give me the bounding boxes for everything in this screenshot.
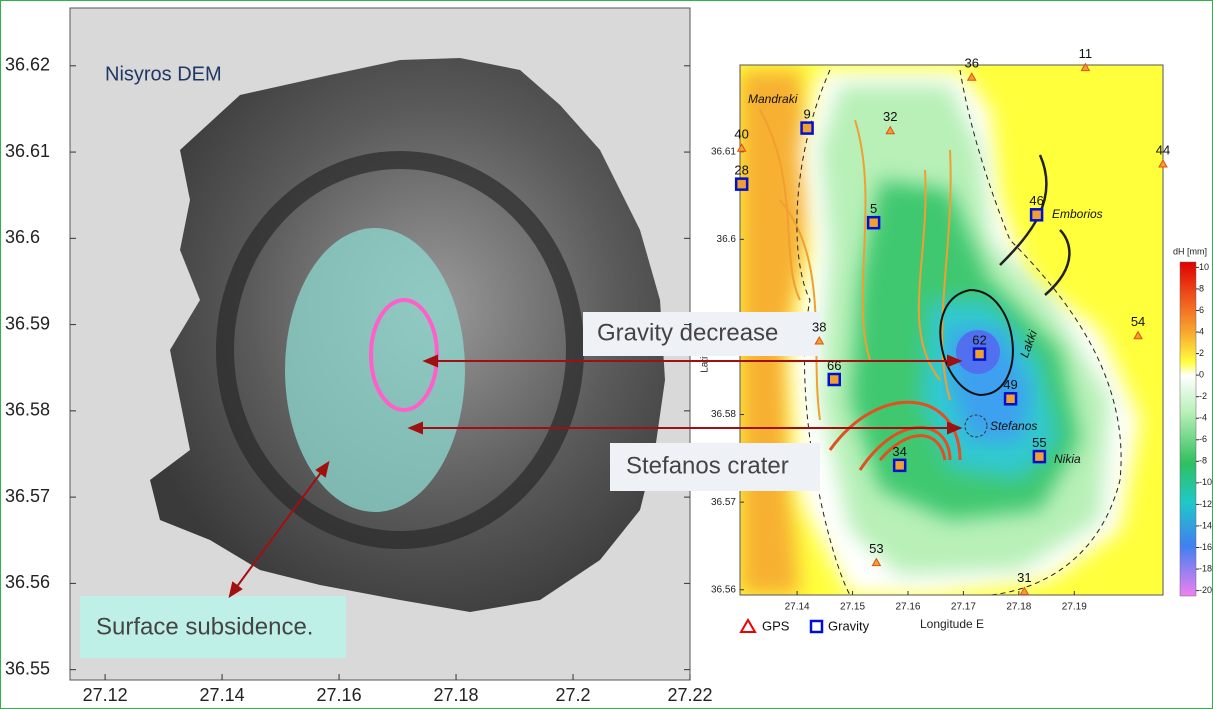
x-tick-label: 27.14 xyxy=(785,602,810,613)
station-label: 9 xyxy=(803,107,810,122)
gravity-station xyxy=(868,217,879,228)
colorbar-tick-label: 8 xyxy=(1199,283,1204,293)
station-label: 53 xyxy=(869,541,883,556)
y-tick-label: 36.57 xyxy=(5,486,50,506)
x-tick-label: 27.16 xyxy=(895,602,920,613)
station-label: 5 xyxy=(870,201,877,216)
annotation: Surface subsidence. xyxy=(96,613,313,640)
y-tick-label: 36.56 xyxy=(5,572,50,592)
x-tick-label: 27.19 xyxy=(1062,602,1087,613)
x-tick-label: 27.18 xyxy=(1006,602,1031,613)
station-label: 34 xyxy=(892,444,906,459)
annotation: Gravity decrease xyxy=(597,319,778,346)
gravity-station xyxy=(829,374,840,385)
colorbar-tick-label: 4 xyxy=(1199,326,1204,336)
station-label: 49 xyxy=(1003,377,1017,392)
gravity-station xyxy=(894,460,905,471)
station-label: 66 xyxy=(827,358,841,373)
station-label: 54 xyxy=(1131,314,1145,329)
colorbar-tick-label: -14 xyxy=(1199,520,1212,530)
colorbar-tick-label: -20 xyxy=(1199,585,1212,595)
colorbar-tick-label: 10 xyxy=(1199,262,1209,272)
x-tick-label: 27.18 xyxy=(434,685,479,705)
legend-label: GPS xyxy=(762,618,790,633)
colorbar-tick-label: -16 xyxy=(1199,542,1212,552)
x-tick-label: 27.2 xyxy=(555,685,590,705)
colorbar-tick-label: -2 xyxy=(1199,391,1207,401)
legend-gravity-symbol xyxy=(811,621,822,632)
colorbar-tick-label: -10 xyxy=(1199,477,1212,487)
gravity-station xyxy=(1034,451,1045,462)
y-tick-label: 36.55 xyxy=(5,658,50,678)
x-tick-label: 27.16 xyxy=(317,685,362,705)
gravity-station xyxy=(802,123,813,134)
place-label: Emborios xyxy=(1052,207,1103,221)
colorbar-tick-label: 6 xyxy=(1199,305,1204,315)
dem-title: Nisyros DEM xyxy=(105,63,222,85)
x-tick-label: 27.12 xyxy=(83,685,128,705)
gravity-station xyxy=(736,179,747,190)
colorbar-tick-label: 0 xyxy=(1199,370,1204,380)
colorbar-tick-label: 2 xyxy=(1199,348,1204,358)
figure: Nisyros DEM Mandraki Emborios Lakki Stef… xyxy=(0,0,1213,709)
place-label: Mandraki xyxy=(748,92,798,106)
colorbar-tick-label: -6 xyxy=(1199,434,1207,444)
x-tick-label: 27.14 xyxy=(200,685,245,705)
y-tick-label: 36.59 xyxy=(5,313,50,333)
place-label: Stefanos xyxy=(990,419,1037,433)
station-label: 11 xyxy=(1079,46,1093,61)
y-tick-label: 36.57 xyxy=(711,497,736,508)
colorbar-tick-label: -18 xyxy=(1199,563,1212,573)
y-tick-label: 36.6 xyxy=(717,234,737,245)
colorbar-tick-label: -8 xyxy=(1199,456,1207,466)
y-tick-label: 36.6 xyxy=(5,227,40,247)
gravity-station xyxy=(1031,209,1042,220)
x-tick-label: 27.15 xyxy=(840,602,865,613)
gravity-station xyxy=(1005,393,1016,404)
y-tick-label: 36.61 xyxy=(711,146,736,157)
y-tick-label: 36.58 xyxy=(5,400,50,420)
station-label: 44 xyxy=(1156,142,1170,157)
colorbar-tick-label: -12 xyxy=(1199,499,1212,509)
colorbar-tick-label: -4 xyxy=(1199,413,1207,423)
station-label: 62 xyxy=(972,333,986,348)
y-tick-label: 36.58 xyxy=(711,409,736,420)
station-label: 40 xyxy=(734,127,748,142)
legend-label: Gravity xyxy=(828,618,870,633)
y-tick-label: 36.62 xyxy=(5,55,50,75)
gravity-station xyxy=(974,349,985,360)
x-tick-label: 27.17 xyxy=(951,602,976,613)
legend-gps-symbol xyxy=(741,620,755,632)
place-label: Nikia xyxy=(1054,452,1081,466)
colorbar xyxy=(1180,262,1196,596)
station-label: 28 xyxy=(734,163,748,178)
y-tick-label: 36.56 xyxy=(711,584,736,595)
station-label: 46 xyxy=(1029,193,1043,208)
y-tick-label: 36.61 xyxy=(5,141,50,161)
annotation: Stefanos crater xyxy=(626,452,789,479)
colorbar-title: dH [mm] xyxy=(1173,246,1207,256)
station-label: 55 xyxy=(1032,435,1046,450)
station-label: 38 xyxy=(812,319,826,334)
station-label: 32 xyxy=(883,109,897,124)
station-label: 31 xyxy=(1017,570,1031,585)
x-axis-label: Longitude E xyxy=(920,617,984,631)
station-label: 36 xyxy=(965,56,979,71)
subsidence-area xyxy=(285,228,465,512)
x-tick-label: 27.22 xyxy=(667,685,712,705)
